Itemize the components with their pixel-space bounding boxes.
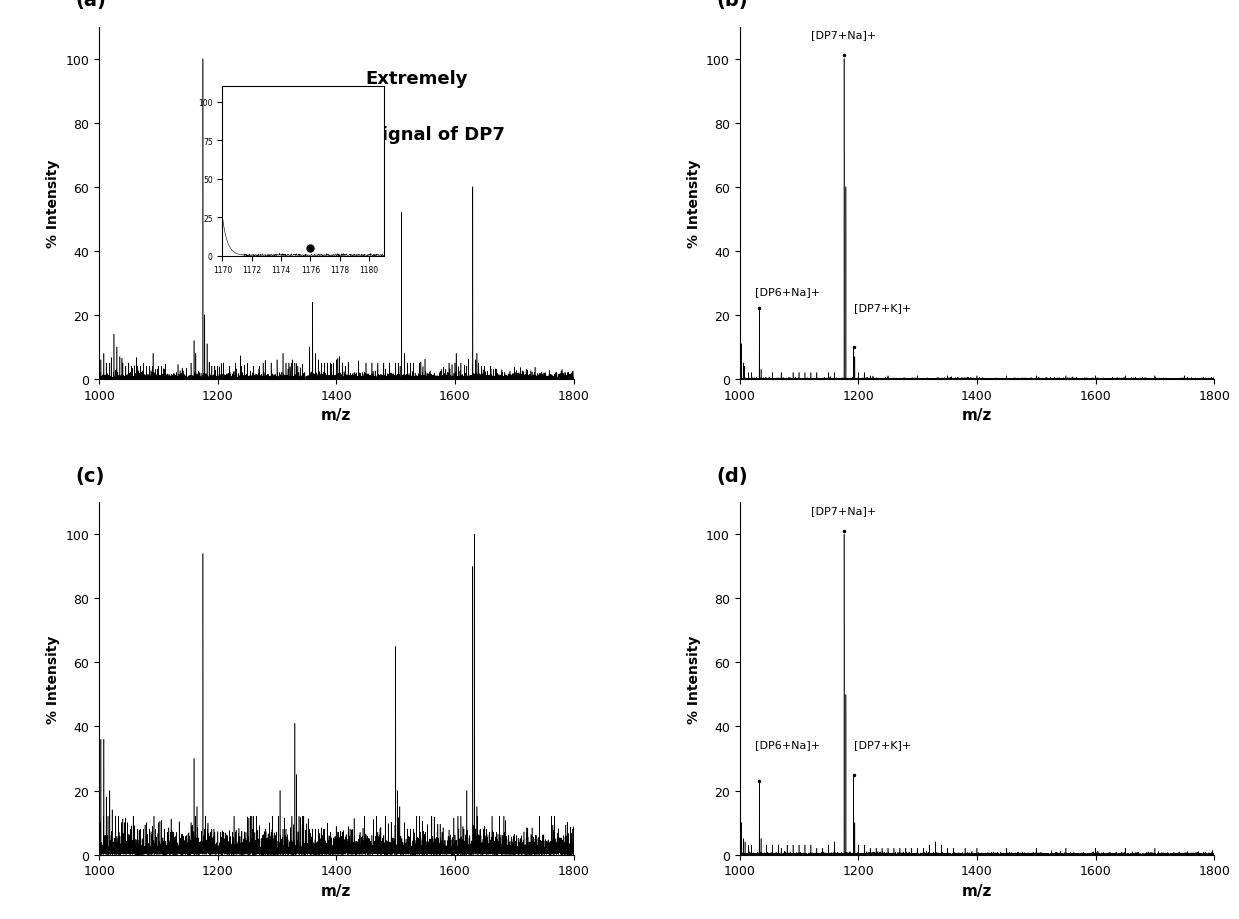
Text: low signal of DP7: low signal of DP7: [330, 126, 504, 144]
Text: [DP7+K]+: [DP7+K]+: [854, 739, 911, 749]
Text: [DP6+Na]+: [DP6+Na]+: [755, 739, 820, 749]
Y-axis label: % Intensity: % Intensity: [686, 159, 700, 248]
Text: (b): (b): [716, 0, 747, 10]
Text: [DP6+Na]+: [DP6+Na]+: [755, 287, 820, 296]
Text: [DP7+Na]+: [DP7+Na]+: [812, 505, 877, 516]
Y-axis label: % Intensity: % Intensity: [46, 634, 59, 723]
X-axis label: m/z: m/z: [321, 883, 352, 898]
Text: (a): (a): [76, 0, 107, 10]
Text: (c): (c): [76, 466, 105, 485]
Text: [DP7+Na]+: [DP7+Na]+: [812, 30, 877, 40]
Y-axis label: % Intensity: % Intensity: [46, 159, 59, 248]
Text: [DP7+K]+: [DP7+K]+: [854, 302, 911, 312]
X-axis label: m/z: m/z: [961, 883, 992, 898]
Text: (d): (d): [716, 466, 747, 485]
Text: Extremely: Extremely: [366, 70, 468, 88]
X-axis label: m/z: m/z: [321, 408, 352, 423]
X-axis label: m/z: m/z: [961, 408, 992, 423]
Y-axis label: % Intensity: % Intensity: [686, 634, 700, 723]
